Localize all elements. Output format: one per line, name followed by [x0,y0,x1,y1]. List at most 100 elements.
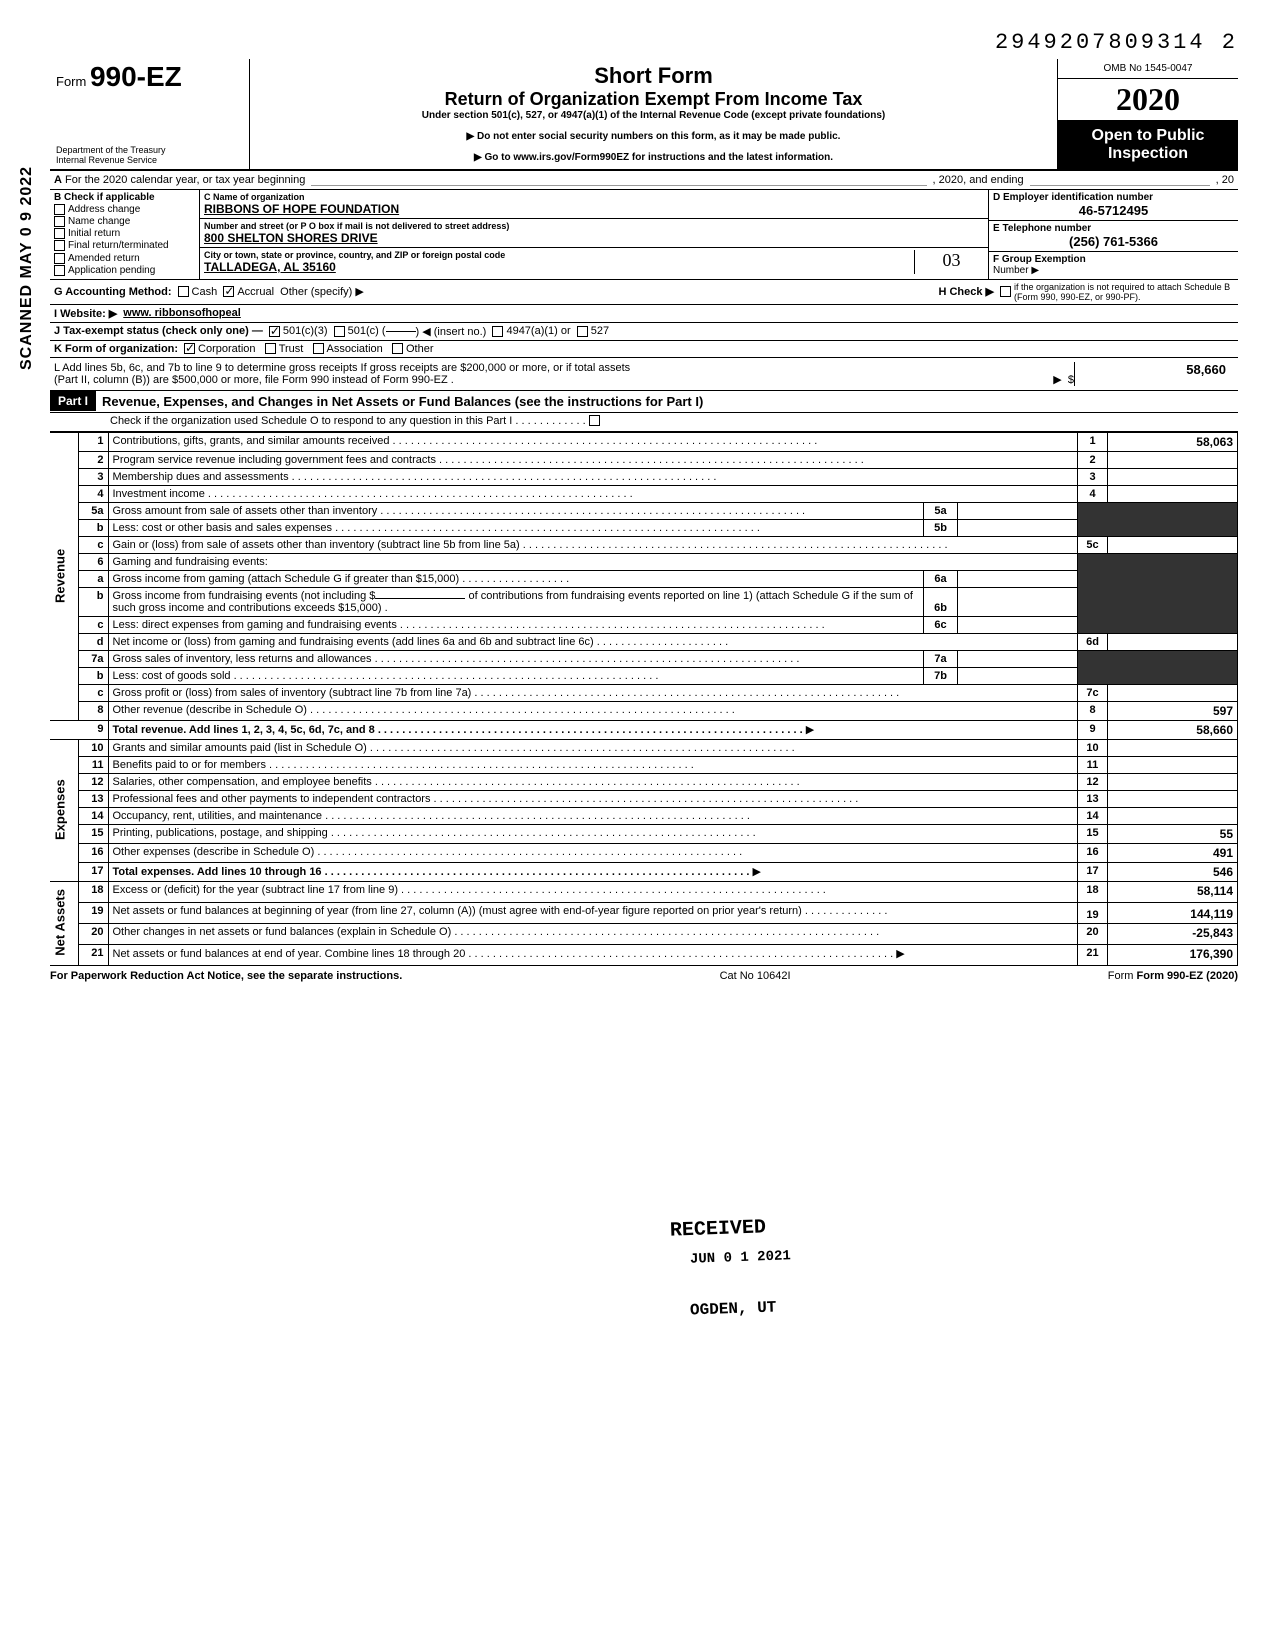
line-a-label: A [54,174,62,186]
r14-desc: Occupancy, rent, utilities, and maintena… [113,810,750,822]
cb-accrual[interactable] [223,286,234,297]
ein-label: D Employer identification number [993,192,1234,203]
ein: 46-5712495 [993,203,1234,218]
cb-assoc[interactable] [313,343,324,354]
r7c-ln: 7c [1078,684,1108,701]
stamp-received: RECEIVED [670,1216,767,1242]
r4-amt [1108,485,1238,502]
g-label: G Accounting Method: [54,286,172,298]
grp-num: Number ▶ [993,265,1234,276]
lbl-accrual: Accrual [237,286,274,298]
r6d-ln: 6d [1078,633,1108,650]
room-suite: 03 [914,250,984,274]
org-name: RIBBONS OF HOPE FOUNDATION [204,202,984,216]
r7b-num: b [78,667,108,684]
r5a-samt [958,502,1078,519]
r6c-samt [958,616,1078,633]
r8-ln: 8 [1078,701,1108,720]
r16-amt: 491 [1108,843,1238,862]
r12-amt [1108,773,1238,790]
r20-num: 20 [78,923,108,944]
form-under: Under section 501(c), 527, or 4947(a)(1)… [256,110,1051,121]
l-text2: (Part II, column (B)) are $500,000 or mo… [54,374,1053,386]
cb-other-org[interactable] [392,343,403,354]
r6d-amt [1108,633,1238,650]
r20-desc: Other changes in net assets or fund bala… [113,926,880,938]
cb-trust[interactable] [265,343,276,354]
entity-block: B Check if applicable Address change Nam… [50,190,1238,280]
r3-ln: 3 [1078,468,1108,485]
cb-address-change[interactable] [54,204,65,215]
header: Form 990-EZ Department of the Treasury I… [50,59,1238,171]
h-label: H Check ▶ [938,285,994,298]
r14-amt [1108,807,1238,824]
r19-desc: Net assets or fund balances at beginning… [113,905,802,917]
cb-h[interactable] [1000,286,1011,297]
footer: For Paperwork Reduction Act Notice, see … [50,966,1238,986]
row-j: J Tax-exempt status (check only one) — 5… [50,323,1238,341]
cb-initial-return[interactable] [54,228,65,239]
lbl-other: Other (specify) ▶ [280,285,364,298]
col-c: C Name of organization RIBBONS OF HOPE F… [200,190,988,279]
cb-cash[interactable] [178,286,189,297]
cb-501c3[interactable] [269,326,280,337]
r8-desc: Other revenue (describe in Schedule O) [113,704,735,716]
dept-treasury: Department of the Treasury [56,145,166,155]
shade-7 [1078,650,1238,684]
r10-desc: Grants and similar amounts paid (list in… [113,742,795,754]
r15-desc: Printing, publications, postage, and shi… [113,827,756,839]
cb-final-return[interactable] [54,240,65,251]
cb-4947[interactable] [492,326,503,337]
dept-irs: Internal Revenue Service [56,155,166,165]
r5c-ln: 5c [1078,536,1108,553]
r11-ln: 11 [1078,756,1108,773]
cb-amended[interactable] [54,253,65,264]
r1-amt: 58,063 [1108,432,1238,451]
cb-corp[interactable] [184,343,195,354]
r7b-desc: Less: cost of goods sold [113,670,659,682]
line-a: A For the 2020 calendar year, or tax yea… [50,171,1238,190]
r5c-desc: Gain or (loss) from sale of assets other… [113,539,948,551]
tel-label: E Telephone number [993,223,1234,234]
r6c-desc: Less: direct expenses from gaming and fu… [113,619,825,631]
lbl-initial-return: Initial return [68,228,120,239]
r7b-sn: 7b [924,667,958,684]
r16-ln: 16 [1078,843,1108,862]
r6a-samt [958,570,1078,587]
r3-amt [1108,468,1238,485]
r12-num: 12 [78,773,108,790]
lbl-address-change: Address change [68,204,140,215]
r3-num: 3 [78,468,108,485]
header-mid: Short Form Return of Organization Exempt… [250,59,1058,169]
r1-ln: 1 [1078,432,1108,451]
stamp-ogden: OGDEN, UT [690,1298,777,1319]
tax-year: 2020 [1058,79,1238,121]
org-name-label: C Name of organization [204,192,984,202]
r15-num: 15 [78,824,108,843]
addr-label: Number and street (or P O box if mail is… [204,221,984,231]
side-netassets: Net Assets [50,881,78,965]
cb-501c[interactable] [334,326,345,337]
r9-ln: 9 [1078,720,1108,739]
i-label: I Website: ▶ [54,307,117,320]
r11-num: 11 [78,756,108,773]
r15-ln: 15 [1078,824,1108,843]
r7a-num: 7a [78,650,108,667]
stamp-date: JUN 0 1 2021 [690,1248,791,1268]
cb-name-change[interactable] [54,216,65,227]
dln: 2949207809314 2 [50,30,1238,55]
cb-pending[interactable] [54,265,65,276]
r3-desc: Membership dues and assessments [113,471,717,483]
lbl-final-return: Final return/terminated [68,241,169,252]
form-title: Short Form [256,63,1051,89]
part1-table: Revenue 1 Contributions, gifts, grants, … [50,432,1238,966]
lbl-527: 527 [591,325,609,337]
cb-527[interactable] [577,326,588,337]
footer-right: Form Form 990-EZ (2020) [1108,970,1238,982]
r12-desc: Salaries, other compensation, and employ… [113,776,800,788]
r18-num: 18 [78,881,108,902]
r17-ln: 17 [1078,862,1108,881]
r19-amt: 144,119 [1108,902,1238,923]
cb-sched-o[interactable] [589,415,600,426]
r6c-num: c [78,616,108,633]
